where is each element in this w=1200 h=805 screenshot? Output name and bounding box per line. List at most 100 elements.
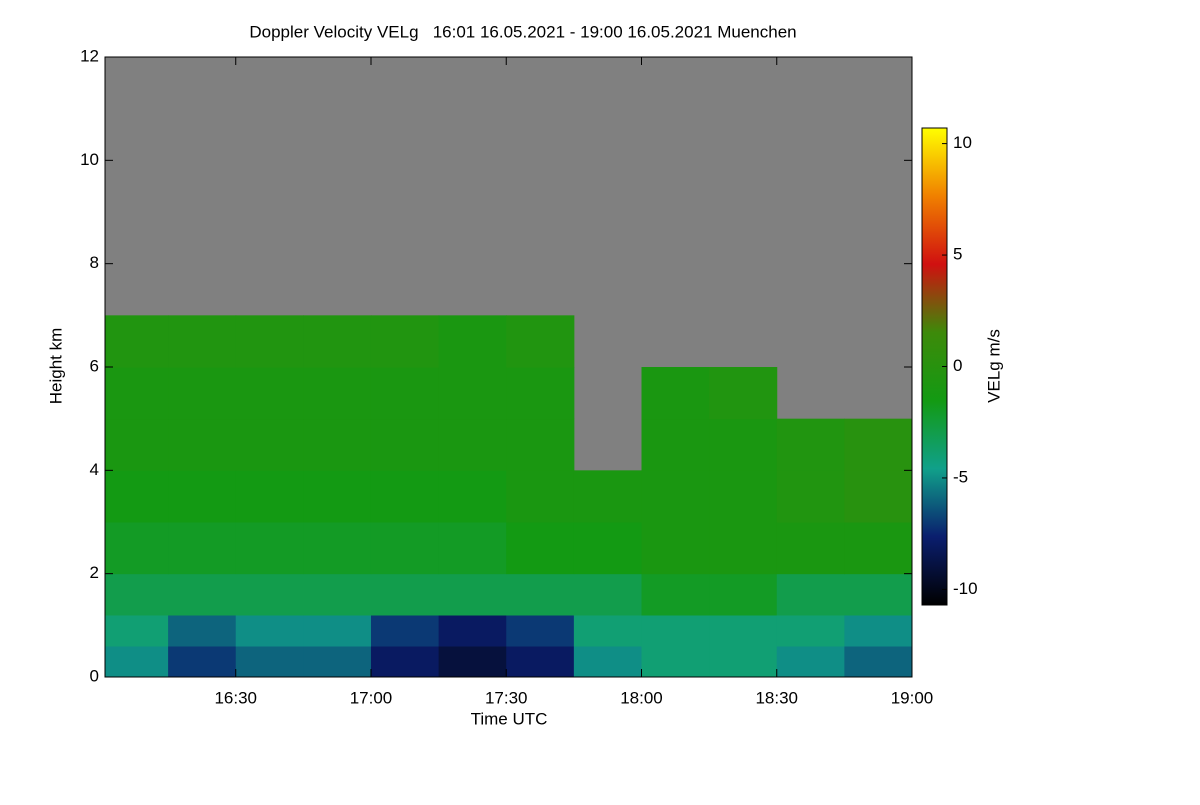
y-tick-label: 6 — [90, 356, 99, 375]
heat-cell — [370, 315, 440, 368]
heat-cell — [641, 522, 710, 575]
heat-cell — [709, 646, 778, 678]
heat-cell — [168, 315, 237, 368]
colorbar-tick-label: -10 — [953, 579, 978, 598]
heat-cell — [235, 470, 304, 523]
x-tick-label: 18:30 — [755, 688, 798, 707]
colorbar-tick-label: 0 — [953, 356, 962, 375]
colorbar-tick-label: 5 — [953, 245, 962, 264]
heat-cell — [776, 522, 845, 575]
heat-cell — [303, 573, 372, 616]
heat-cell — [303, 615, 372, 647]
heat-cell — [438, 646, 507, 678]
heat-cell — [709, 367, 778, 420]
heat-cell — [168, 418, 237, 471]
heat-cell — [641, 470, 710, 523]
heat-cell — [168, 367, 237, 420]
heat-cell — [235, 646, 304, 678]
heat-cell — [709, 573, 778, 616]
heat-cell — [370, 522, 440, 575]
heat-cell — [438, 367, 507, 420]
x-axis-label: Time UTC — [471, 709, 548, 728]
heat-cell — [709, 418, 778, 471]
heat-cell — [168, 470, 237, 523]
heat-cell — [438, 573, 507, 616]
heat-cell — [573, 646, 642, 678]
heat-cell — [370, 367, 440, 420]
heat-cell — [105, 573, 169, 616]
heat-cell — [235, 615, 304, 647]
heat-cell — [370, 615, 440, 647]
colorbar-label: VELg m/s — [984, 329, 1003, 403]
heat-cell — [105, 470, 169, 523]
heat-cell — [105, 418, 169, 471]
heat-cell — [303, 367, 372, 420]
y-tick-label: 0 — [90, 666, 99, 685]
heat-cell — [844, 470, 913, 523]
heat-cell — [844, 646, 913, 678]
heat-cell — [438, 470, 507, 523]
heat-cell — [235, 418, 304, 471]
x-tick-label: 19:00 — [891, 688, 934, 707]
heat-cell — [573, 470, 642, 523]
heat-cell — [844, 522, 913, 575]
heat-cell — [506, 418, 575, 471]
heat-cell — [641, 418, 710, 471]
heat-cell — [235, 315, 304, 368]
heat-cell — [641, 573, 710, 616]
heat-cell — [105, 522, 169, 575]
heat-cell — [168, 615, 237, 647]
heat-cell — [641, 367, 710, 420]
heat-cell — [506, 573, 575, 616]
x-tick-label: 17:00 — [350, 688, 393, 707]
heat-cell — [168, 522, 237, 575]
heat-cell — [105, 646, 169, 678]
heat-cell — [370, 573, 440, 616]
heat-cell — [506, 315, 575, 368]
heat-cell — [235, 522, 304, 575]
heat-cell — [709, 615, 778, 647]
heat-cell — [438, 315, 507, 368]
colorbar-tick-label: 10 — [953, 133, 972, 152]
heat-cell — [641, 615, 710, 647]
heat-cell — [573, 522, 642, 575]
heat-cell — [303, 418, 372, 471]
heat-cell — [776, 615, 845, 647]
heat-cell — [303, 522, 372, 575]
heat-cell — [844, 573, 913, 616]
y-axis-label: Height km — [46, 328, 65, 405]
heat-cell — [776, 573, 845, 616]
heat-cell — [776, 418, 845, 471]
y-tick-label: 4 — [90, 460, 99, 479]
heat-cell — [370, 470, 440, 523]
y-tick-label: 12 — [80, 46, 99, 65]
heat-cell — [168, 646, 237, 678]
heat-cell — [438, 615, 507, 647]
heat-cell — [573, 573, 642, 616]
heat-cell — [370, 418, 440, 471]
heat-cell — [776, 470, 845, 523]
x-tick-label: 17:30 — [485, 688, 528, 707]
heat-cell — [303, 470, 372, 523]
heat-cell — [506, 615, 575, 647]
heat-cell — [370, 646, 440, 678]
heat-cell — [844, 418, 913, 471]
y-tick-label: 8 — [90, 253, 99, 272]
heat-cell — [641, 646, 710, 678]
heat-cell — [506, 646, 575, 678]
heat-cell — [438, 418, 507, 471]
heat-cell — [105, 615, 169, 647]
heat-cell — [844, 615, 913, 647]
colorbar-tick-label: -5 — [953, 467, 968, 486]
x-tick-label: 16:30 — [214, 688, 257, 707]
heat-cell — [506, 522, 575, 575]
heat-cell — [438, 522, 507, 575]
heat-cell — [709, 470, 778, 523]
y-tick-label: 2 — [90, 563, 99, 582]
heat-cell — [303, 646, 372, 678]
heat-cell — [709, 522, 778, 575]
heat-cell — [573, 615, 642, 647]
heat-cell — [235, 573, 304, 616]
chart-title: Doppler Velocity VELg 16:01 16.05.2021 -… — [249, 22, 796, 41]
